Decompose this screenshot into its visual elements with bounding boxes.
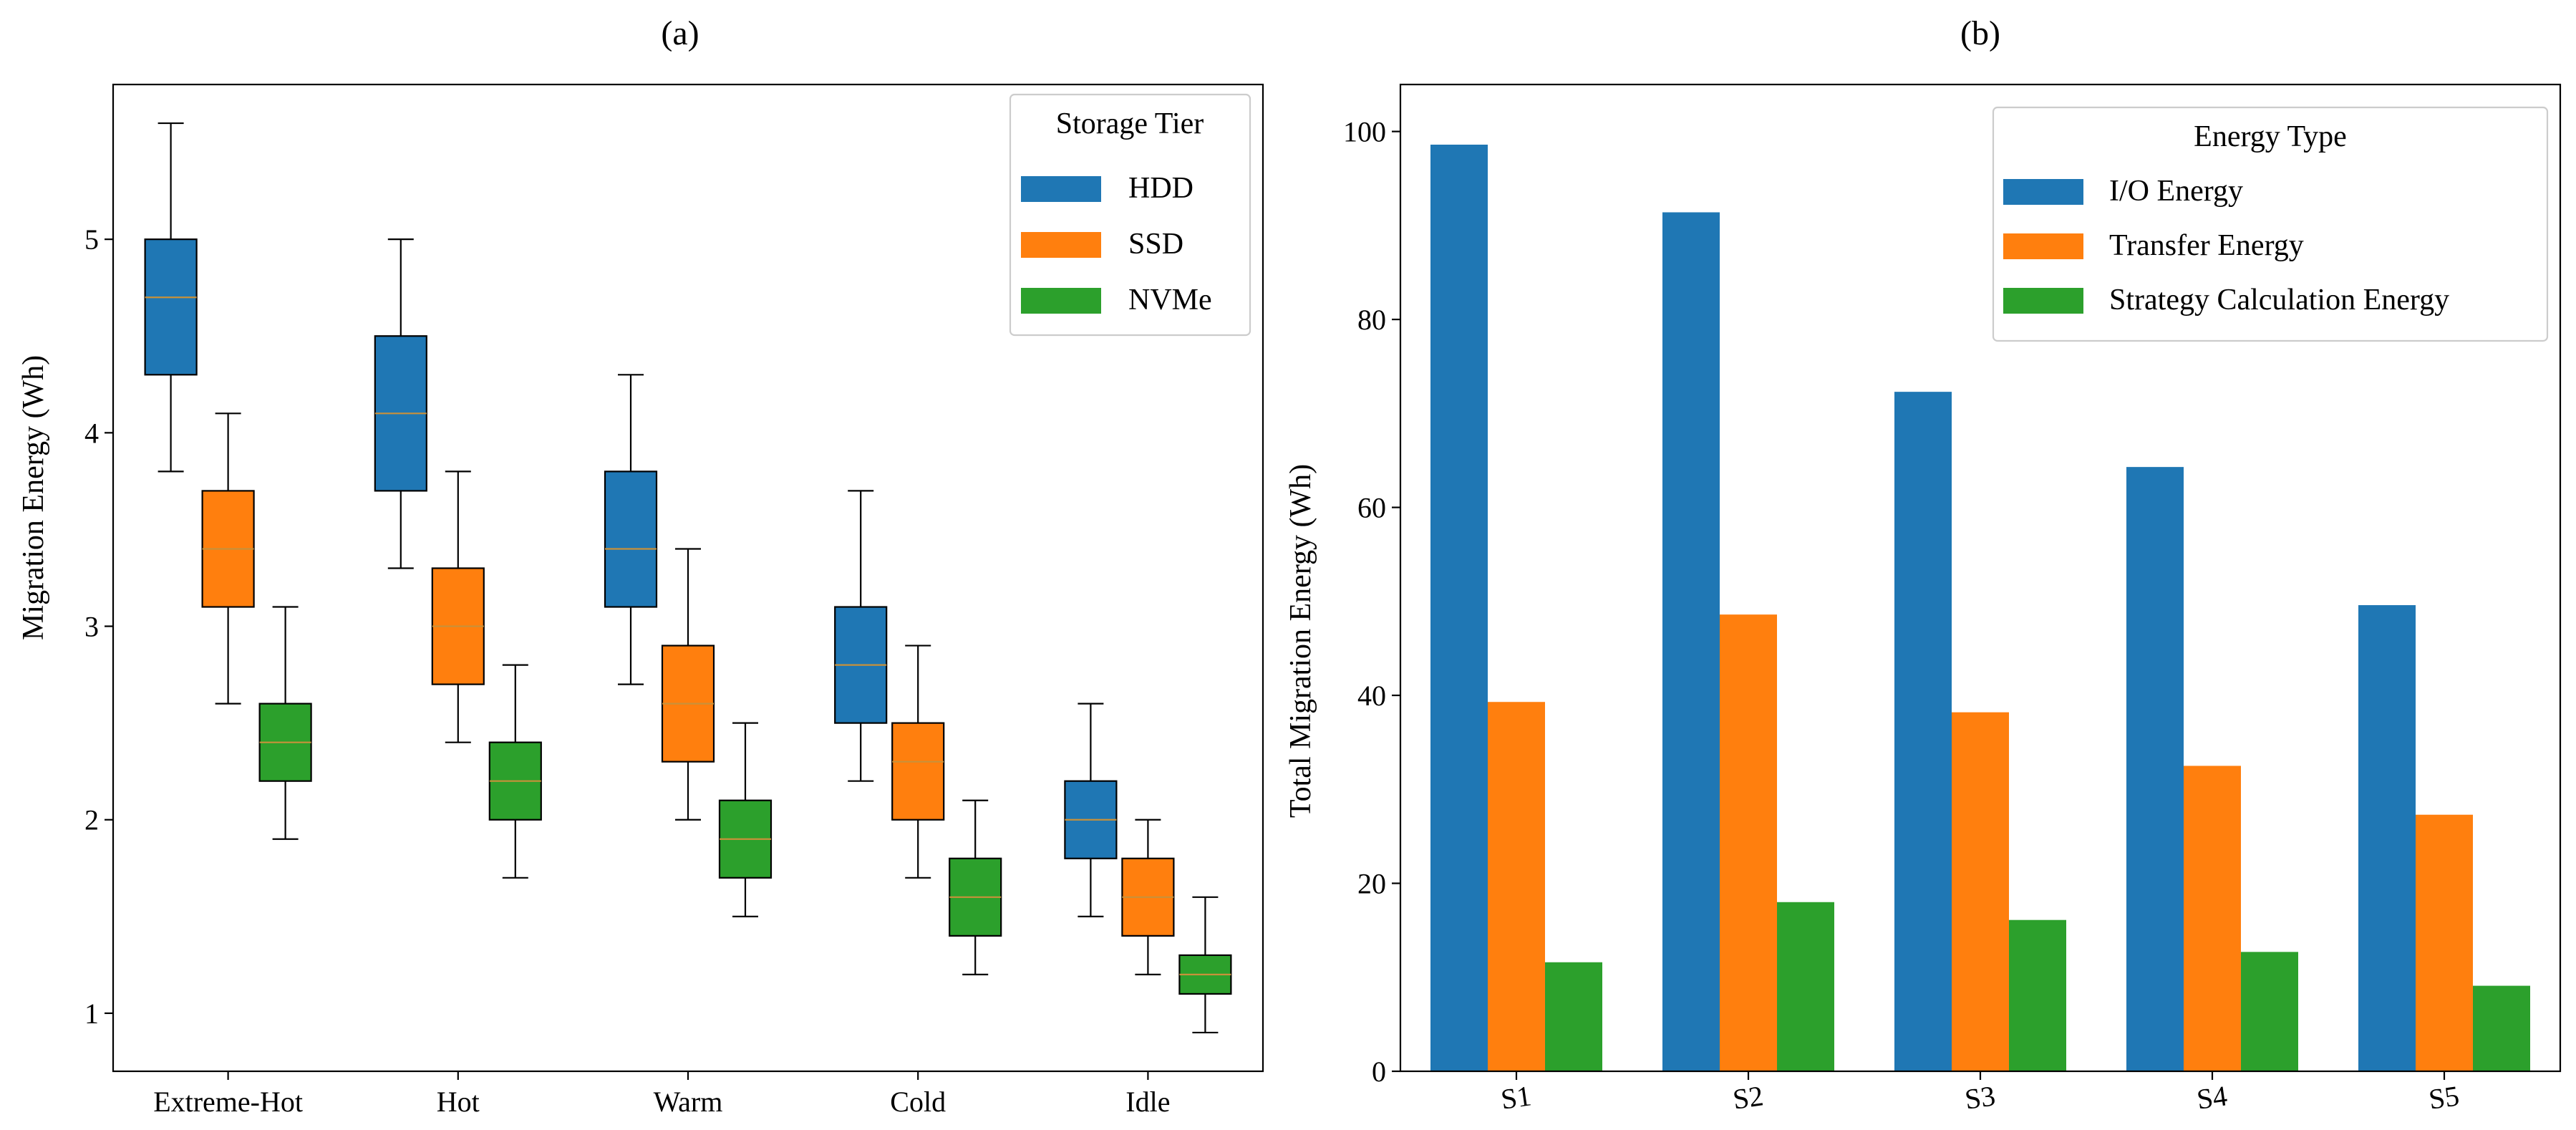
- x-tick-label-warm: Warm: [654, 1086, 723, 1118]
- y-tick-label: 2: [84, 804, 99, 836]
- iqr-box: [604, 470, 658, 608]
- y-tick-label: 5: [84, 223, 99, 256]
- box-hdd-extreme-hot: [144, 122, 198, 473]
- bar-transfer-energy-s5: [2416, 814, 2473, 1071]
- box-ssd-warm: [661, 548, 715, 821]
- bar-strategy-calculation-energy-s4: [2241, 952, 2298, 1071]
- legend-swatch-transfer-energy: [2003, 233, 2083, 259]
- legend-label-nvme: NVMe: [1128, 284, 1212, 317]
- box-hdd-hot: [374, 238, 427, 569]
- panel-a-legend: Storage Tier HDD SSD NVMe: [1009, 93, 1251, 337]
- box-hdd-idle: [1064, 702, 1118, 917]
- x-tick-label-cold: Cold: [890, 1086, 946, 1118]
- x-tick-label-s1: S1: [1498, 1079, 1533, 1115]
- box-nvme-hot: [488, 664, 542, 879]
- x-tick-label-s5: S5: [2426, 1079, 2461, 1115]
- box-hdd-warm: [604, 374, 658, 685]
- box-nvme-cold: [949, 799, 1002, 976]
- bar-i-o-energy-s3: [1894, 392, 1952, 1071]
- panel-a-plot-frame: [112, 83, 1264, 1073]
- bar-strategy-calculation-energy-s2: [1777, 902, 1834, 1071]
- legend-swatch-i-o-energy: [2003, 179, 2083, 205]
- bar-i-o-energy-s4: [2126, 467, 2184, 1071]
- bar-transfer-energy-s4: [2184, 766, 2241, 1071]
- y-tick-label: 1: [84, 998, 99, 1030]
- bar-strategy-calculation-energy-s3: [2009, 919, 2066, 1071]
- legend-swatch-hdd: [1021, 176, 1101, 202]
- legend-label-hdd: HDD: [1128, 172, 1193, 205]
- x-tick-label-idle: Idle: [1125, 1086, 1170, 1118]
- iqr-box: [144, 238, 198, 376]
- panel-a-y-axis-label: Migration Energy (Wh): [17, 355, 50, 640]
- legend-swatch-nvme: [1021, 288, 1101, 314]
- panel-b-label: (b): [1960, 14, 2000, 52]
- box-ssd-idle: [1121, 818, 1175, 976]
- bar-transfer-energy-s3: [1952, 712, 2009, 1071]
- legend-label-ssd: SSD: [1128, 228, 1183, 261]
- bar-transfer-energy-s2: [1720, 614, 1777, 1071]
- panel-b-y-axis-label: Total Migration Energy (Wh): [1284, 464, 1317, 818]
- panel-b-plot-frame: [1399, 83, 2562, 1073]
- y-tick-label: 100: [1343, 116, 1386, 148]
- box-nvme-extreme-hot: [258, 606, 312, 840]
- bar-strategy-calculation-energy-s5: [2473, 985, 2530, 1071]
- box-ssd-cold: [891, 644, 945, 879]
- legend-frame: [1009, 93, 1251, 337]
- legend-label-transfer-energy: Transfer Energy: [2109, 229, 2304, 262]
- x-tick-label-s3: S3: [1962, 1079, 1997, 1115]
- x-tick-label-extreme-hot: Extreme-Hot: [153, 1086, 303, 1118]
- box-nvme-idle: [1178, 896, 1232, 1034]
- y-tick-label: 60: [1357, 492, 1386, 524]
- y-tick-label: 3: [84, 611, 99, 643]
- box-ssd-extreme-hot: [201, 412, 255, 705]
- y-tick-label: 4: [84, 417, 99, 449]
- panel-a-box-plot: (a) Migration Energy (Wh) 1 2 3 4 5 Extreme-H…: [17, 14, 1264, 1118]
- box-nvme-warm: [718, 722, 773, 917]
- y-tick-label: 20: [1357, 868, 1386, 900]
- x-tick-label-hot: Hot: [437, 1086, 480, 1118]
- box-ssd-hot: [431, 470, 485, 743]
- panel-b-bar-chart: (b) Total Migration Energy (Wh) 0 20 40 60 8…: [1284, 14, 2562, 1116]
- bar-i-o-energy-s5: [2358, 605, 2416, 1071]
- iqr-box: [891, 722, 945, 821]
- legend-label-i-o-energy: I/O Energy: [2109, 175, 2243, 208]
- panel-b-legend: Energy Type I/O Energy Transfer Energy Str…: [1992, 106, 2549, 342]
- box-hdd-cold: [834, 490, 888, 782]
- panel-a-label: (a): [661, 14, 699, 52]
- legend-swatch-strategy-calculation-energy: [2003, 288, 2083, 314]
- bar-strategy-calculation-energy-s1: [1545, 962, 1602, 1071]
- legend-swatch-ssd: [1021, 232, 1101, 258]
- x-tick-label-s4: S4: [2194, 1079, 2229, 1115]
- legend-label-strategy-calculation-energy: Strategy Calculation Energy: [2109, 284, 2449, 317]
- y-tick-label: 80: [1357, 304, 1386, 336]
- bar-i-o-energy-s2: [1662, 212, 1720, 1072]
- y-tick-label: 40: [1357, 680, 1386, 712]
- bar-transfer-energy-s1: [1488, 702, 1545, 1071]
- legend-title: Storage Tier: [1056, 107, 1204, 140]
- legend-frame: [1992, 106, 2549, 342]
- x-tick-label-s2: S2: [1730, 1079, 1765, 1115]
- bar-i-o-energy-s1: [1430, 144, 1488, 1071]
- legend-title: Energy Type: [2194, 120, 2347, 153]
- y-tick-label: 0: [1372, 1056, 1386, 1088]
